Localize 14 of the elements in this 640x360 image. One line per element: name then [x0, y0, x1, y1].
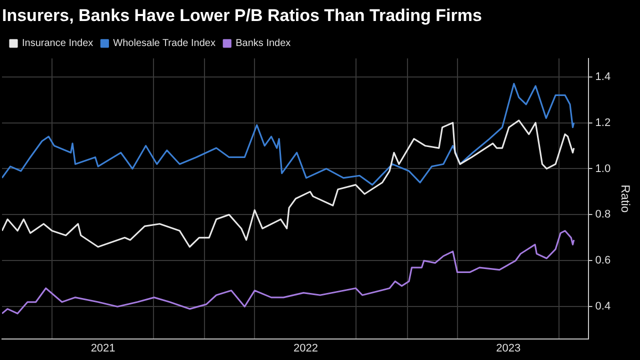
y-tick-label: 0.8: [595, 208, 611, 221]
y-tick-label: 1.2: [595, 116, 611, 129]
chart-title: Insurers, Banks Have Lower P/B Ratios Than Trading Firms: [2, 6, 482, 25]
y-tick-label: 0.4: [595, 300, 611, 313]
x-tick-label: 2022: [293, 342, 318, 354]
y-axis-title: Ratio: [618, 184, 632, 213]
legend-label: Banks Index: [236, 38, 291, 50]
x-tick-label: 2021: [90, 342, 116, 354]
y-tick-label: 1.4: [595, 70, 611, 83]
legend-label: Insurance Index: [22, 38, 94, 50]
y-tick-label: 1.0: [595, 162, 611, 175]
y-tick-label: 0.6: [595, 254, 611, 267]
x-tick-label: 2023: [496, 342, 521, 354]
legend-label: Wholesale Trade Index: [113, 38, 216, 50]
